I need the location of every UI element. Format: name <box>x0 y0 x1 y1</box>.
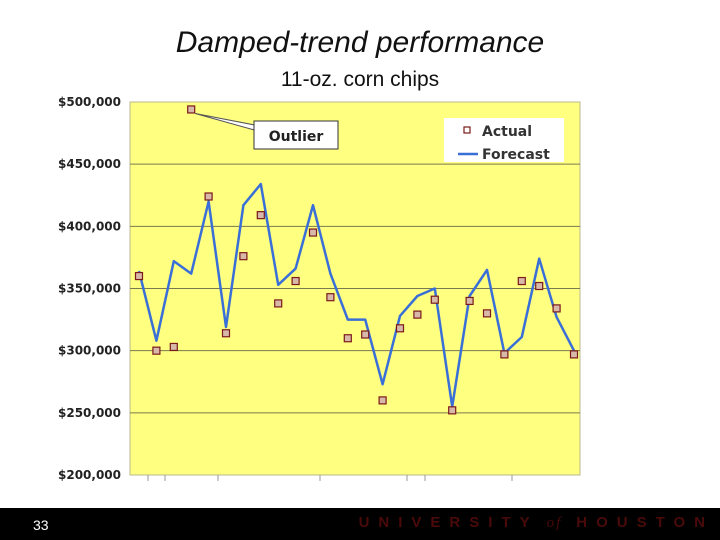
actual-point <box>395 324 405 333</box>
outlier-label: Outlier <box>269 129 324 145</box>
y-tick-label: $350,000 <box>58 282 121 296</box>
legend-actual-marker <box>463 126 471 134</box>
chart-svg: $200,000 $250,000 $300,000 $350,000 $400,000… <box>58 95 581 482</box>
wordmark-houston: HOUSTON <box>576 514 714 531</box>
actual-point <box>134 271 144 281</box>
actual-point <box>204 192 213 201</box>
actual-point <box>482 309 492 318</box>
actual-point <box>256 211 265 220</box>
actual-point <box>430 295 439 304</box>
actual-point <box>169 342 178 352</box>
y-tick-label: $500,000 <box>58 95 121 109</box>
y-tick-label: $450,000 <box>58 157 121 171</box>
actual-point <box>552 304 561 313</box>
university-wordmark: UNIVERSITY of HOUSTON <box>359 514 714 532</box>
outlier-callout-box <box>253 120 339 150</box>
actual-point <box>291 276 300 286</box>
wordmark-university: UNIVERSITY <box>358 514 539 531</box>
actual-point <box>535 281 544 291</box>
actual-point <box>152 346 161 355</box>
chart-subtitle: 11-oz. corn chips <box>280 68 440 91</box>
actual-point <box>413 310 422 319</box>
actual-point <box>187 105 196 114</box>
legend-actual-label: Actual <box>482 124 532 140</box>
footer-bar: 33 UNIVERSITY of HOUSTON <box>0 508 720 540</box>
y-tick-label: $300,000 <box>58 344 121 358</box>
actual-point <box>378 396 387 405</box>
actual-point <box>308 228 318 237</box>
actual-point <box>569 350 579 359</box>
legend-forecast-label: Forecast <box>482 147 550 163</box>
actual-point <box>221 329 231 338</box>
chart-title: Damped-trend performance <box>175 26 545 59</box>
actual-point <box>326 293 335 302</box>
y-tick-label: $400,000 <box>58 219 121 233</box>
actual-point <box>448 406 457 415</box>
y-tick-label: $200,000 <box>58 468 121 482</box>
y-tick-label: $250,000 <box>58 406 121 420</box>
actual-point <box>239 252 248 261</box>
actual-point <box>343 334 352 343</box>
actual-point <box>274 299 283 308</box>
page-number: 33 <box>33 517 49 533</box>
actual-point <box>517 276 526 286</box>
actual-point <box>500 350 509 359</box>
actual-point <box>465 296 474 306</box>
wordmark-of: of <box>546 515 563 531</box>
actual-point <box>361 330 370 339</box>
forecast-line <box>137 182 576 408</box>
